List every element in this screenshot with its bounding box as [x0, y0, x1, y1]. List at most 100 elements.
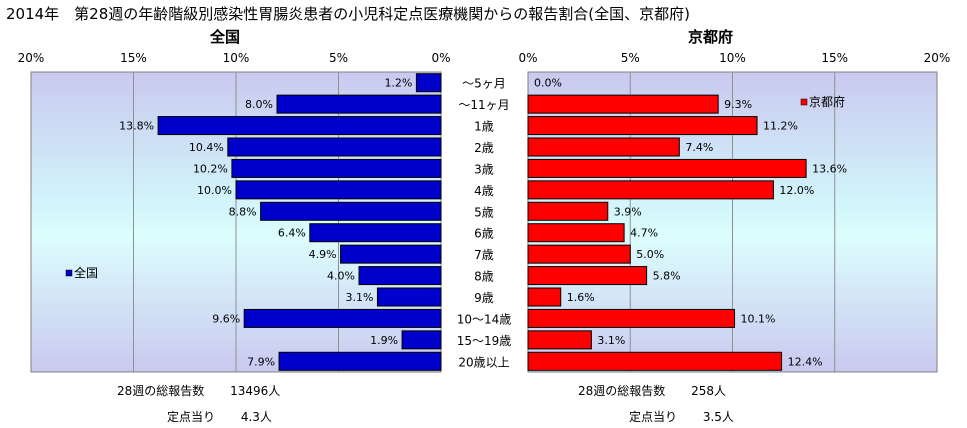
category-label: 5歳 [474, 205, 494, 219]
right-tick-label: 15% [821, 51, 848, 65]
right-value-label: 12.0% [779, 184, 814, 197]
right-per-row: 定点当り 3.5人 [629, 408, 734, 425]
right-value-label: 5.0% [636, 248, 664, 261]
right-bar [527, 116, 758, 136]
left-value-label: 4.9% [309, 248, 337, 261]
left-bar [243, 308, 442, 328]
right-per-label: 定点当り [629, 410, 678, 424]
left-value-label: 9.6% [212, 312, 240, 325]
right-bar [527, 180, 774, 200]
category-labels: ～5ヶ月 ～11ヶ月 1歳 2歳 3歳 4歳 5歳 6歳 7歳 8歳 9歳 10～14歳 15～19歳 2… [457, 77, 512, 370]
left-bar [235, 180, 442, 200]
category-label: 2歳 [474, 141, 494, 155]
left-bar [227, 137, 442, 157]
right-value-label: 4.7% [630, 227, 658, 240]
left-value-label: 10.2% [193, 162, 228, 175]
right-tick-label: 0% [518, 51, 537, 65]
left-value-label: 10.0% [197, 184, 232, 197]
right-bar [527, 158, 807, 178]
left-value-label: 1.9% [370, 334, 398, 347]
left-bar [401, 330, 442, 350]
right-value-label: 3.1% [597, 334, 625, 347]
right-legend-label: 京都府 [809, 94, 845, 109]
right-bar [527, 244, 631, 264]
left-total-row: 28週の総報告数 13496人 [117, 382, 280, 399]
category-label: ～5ヶ月 [462, 77, 506, 91]
right-tick-label: 20% [924, 51, 951, 65]
left-per-row: 定点当り 4.3人 [167, 408, 272, 425]
category-label: 3歳 [474, 162, 494, 176]
left-bar [309, 223, 442, 243]
right-bar [527, 201, 609, 221]
right-bar [527, 287, 562, 307]
right-panel-title: 京都府 [688, 28, 734, 46]
right-bar [527, 351, 783, 371]
left-per-label: 定点当り [167, 410, 216, 424]
left-panel-title: 全国 [210, 28, 241, 46]
right-per-value: 3.5人 [702, 410, 734, 424]
left-tick-label: 20% [18, 51, 45, 65]
left-bar [278, 351, 442, 371]
right-plot-area: 0% 5% 10% 15% 20% 0.0% 9.3% 11.2% 7.4% 13.6% 12.0%… [518, 51, 951, 373]
category-label: 10～14歳 [457, 312, 512, 326]
left-value-label: 4.0% [327, 270, 355, 283]
right-value-label: 13.6% [812, 162, 847, 175]
left-bar [376, 287, 442, 307]
right-value-label: 12.4% [788, 355, 823, 368]
left-tick-label: 10% [223, 51, 250, 65]
left-bar [415, 73, 442, 93]
left-bar [157, 116, 442, 136]
left-value-label: 8.8% [229, 205, 257, 218]
right-tick-label: 10% [719, 51, 746, 65]
right-total-label: 28週の総報告数 [578, 384, 666, 398]
left-bar [231, 158, 442, 178]
right-tick-label: 5% [621, 51, 640, 65]
category-label: 7歳 [474, 248, 494, 262]
category-label: 9歳 [474, 291, 494, 305]
category-label: ～11ヶ月 [458, 98, 509, 112]
category-label: 15～19歳 [457, 334, 512, 348]
right-value-label: 10.1% [741, 312, 776, 325]
right-value-label: 1.6% [567, 291, 595, 304]
category-label: 8歳 [474, 270, 494, 284]
left-total-value: 13496人 [230, 384, 281, 398]
right-bar [527, 266, 648, 286]
left-value-label: 10.4% [189, 141, 224, 154]
right-value-label: 0.0% [534, 77, 562, 90]
right-bar [527, 330, 592, 350]
right-bar [527, 223, 625, 243]
left-total-label: 28週の総報告数 [117, 384, 205, 398]
right-bar [527, 94, 719, 114]
left-value-label: 6.4% [278, 227, 306, 240]
right-value-label: 11.2% [763, 120, 798, 133]
left-tick-label: 15% [120, 51, 147, 65]
left-legend-swatch [65, 269, 73, 277]
left-plot-area: 20% 15% 10% 5% 0% 1.2% 8.0% 13.8% 10.4% 10.2% 10.0… [18, 51, 451, 373]
category-label: 4歳 [474, 184, 494, 198]
left-bar [260, 201, 442, 221]
category-label: 1歳 [474, 120, 494, 134]
left-tick-label: 5% [329, 51, 348, 65]
chart-title: 2014年 第28週の年齢階級別感染性胃腸炎患者の小児科定点医療機関からの報告割… [6, 5, 690, 23]
right-value-label: 7.4% [685, 141, 713, 154]
left-bar [276, 94, 442, 114]
right-total-value: 258人 [691, 384, 727, 398]
right-value-label: 3.9% [614, 205, 642, 218]
left-value-label: 7.9% [247, 355, 275, 368]
left-bar [340, 244, 442, 264]
category-label: 20歳以上 [458, 355, 509, 369]
right-total-row: 28週の総報告数 258人 [578, 382, 726, 399]
left-value-label: 8.0% [245, 98, 273, 111]
left-bar [358, 266, 442, 286]
left-value-label: 13.8% [119, 120, 154, 133]
left-value-label: 3.1% [345, 291, 373, 304]
right-value-label: 9.3% [724, 98, 752, 111]
right-bar [527, 137, 680, 157]
left-per-value: 4.3人 [240, 410, 272, 424]
category-label: 6歳 [474, 227, 494, 241]
left-value-label: 1.2% [384, 77, 412, 90]
left-tick-label: 0% [431, 51, 450, 65]
left-legend-label: 全国 [74, 265, 98, 280]
right-bar [527, 308, 736, 328]
